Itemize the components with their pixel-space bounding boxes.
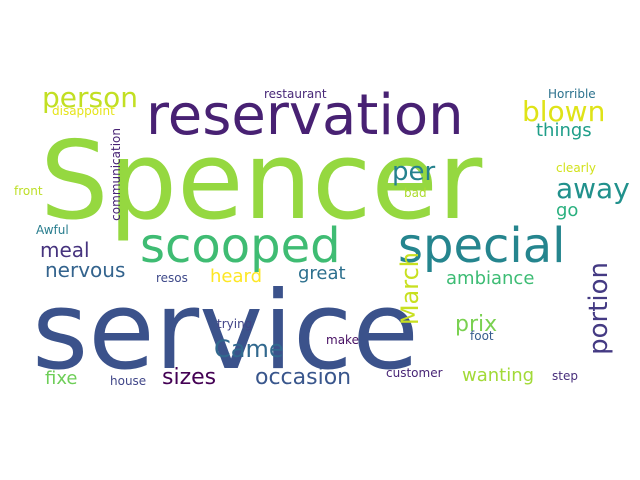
word-meal: meal — [40, 238, 90, 262]
word-came: Came — [214, 335, 284, 363]
word-go: go — [556, 200, 579, 221]
word-sizes: sizes — [162, 365, 217, 390]
word-bad: bad — [404, 186, 427, 200]
word-foot: foot — [470, 329, 494, 343]
word-wanting: wanting — [462, 365, 535, 386]
word-march: March — [396, 252, 424, 326]
word-great: great — [298, 263, 346, 284]
word-blown: blown — [522, 95, 606, 128]
word-heard: heard — [210, 266, 263, 287]
word-person: person — [42, 81, 138, 114]
word-away: away — [556, 172, 630, 205]
word-ambiance: ambiance — [446, 268, 535, 289]
word-make: make — [326, 333, 359, 347]
word-trying: trying — [217, 317, 253, 331]
word-disappoint: disappoint — [52, 104, 115, 118]
word-portion: portion — [584, 262, 614, 355]
word-resos: resos — [156, 271, 188, 285]
word-reservation: reservation — [146, 83, 464, 148]
word-nervous: nervous — [45, 258, 126, 282]
word-awful: Awful — [36, 223, 69, 237]
word-spencer: Spencer — [40, 119, 483, 244]
word-things: things — [536, 120, 592, 141]
word-house: house — [110, 374, 147, 388]
word-horrible: Horrible — [548, 87, 596, 101]
word-prix: prix — [455, 312, 498, 337]
word-front: front — [14, 184, 43, 198]
word-communication: communication — [109, 128, 123, 221]
word-customer: customer — [386, 366, 443, 380]
word-fixe: fixe — [45, 368, 78, 389]
word-per: per — [392, 157, 436, 187]
word-special: special — [398, 218, 566, 274]
word-service: service — [32, 269, 419, 394]
word-clearly: clearly — [556, 161, 597, 175]
word-occasion: occasion — [255, 365, 352, 390]
word-restaurant: restaurant — [264, 87, 327, 101]
word-scooped: scooped — [140, 218, 341, 274]
word-step: step — [552, 369, 578, 383]
